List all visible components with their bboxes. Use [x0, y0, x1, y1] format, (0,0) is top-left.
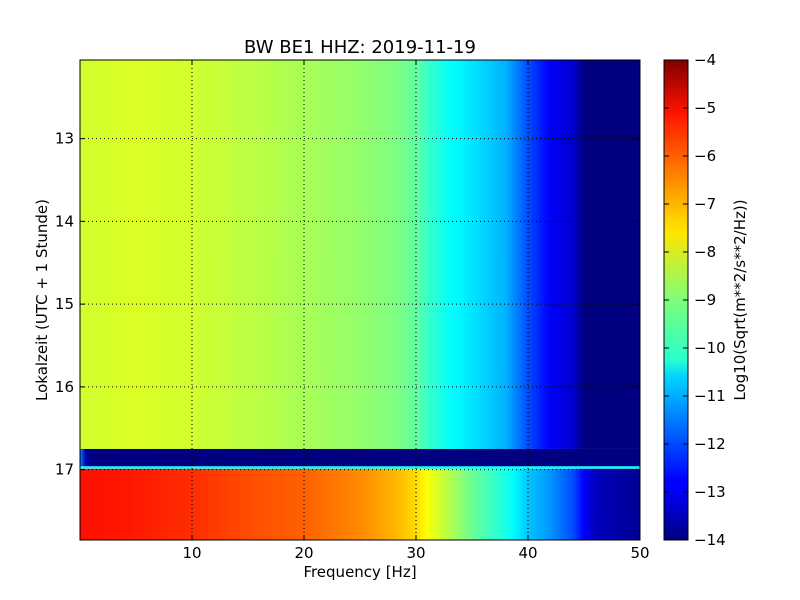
heatmap-segment: [80, 448, 640, 467]
y-tick-label: 15: [55, 295, 74, 313]
colorbar-tick-label: −12: [694, 435, 726, 453]
y-tick-label: 16: [55, 378, 74, 396]
x-tick-label: 50: [630, 544, 649, 562]
colorbar-tick-label: −6: [694, 147, 716, 165]
heatmap-segment: [80, 60, 640, 449]
chart-title: BW BE1 HHZ: 2019-11-19: [244, 37, 476, 58]
colorbar-label: Log10(Sqrt(m**2/s**2/Hz)): [731, 199, 749, 400]
x-tick-label: 10: [182, 544, 201, 562]
colorbar-tick-label: −9: [694, 291, 716, 309]
plot-frame: [79, 59, 641, 541]
y-axis: 13 14 15 16 17: [55, 130, 640, 479]
colorbar-tick-label: −4: [694, 51, 716, 69]
colorbar-ticks: −4 −5 −6 −7 −8 −9 −10 −11 −12 −13 −14: [664, 51, 726, 549]
heatmap-area: [80, 60, 640, 540]
colorbar-tick-label: −14: [694, 531, 726, 549]
colorbar-tick-label: −10: [694, 339, 726, 357]
heatmap-segment: [80, 468, 640, 540]
colorbar-tick-label: −11: [694, 387, 726, 405]
x-tick-label: 30: [406, 544, 425, 562]
x-tick-label: 40: [518, 544, 537, 562]
x-axis-label: Frequency [Hz]: [303, 563, 416, 581]
colorbar-tick-label: −5: [694, 99, 716, 117]
x-axis: 10 20 30 40 50: [182, 60, 650, 562]
y-tick-label: 13: [55, 130, 74, 148]
y-axis-label: Lokalzeit (UTC + 1 Stunde): [33, 199, 51, 401]
y-tick-label: 14: [55, 212, 74, 230]
x-tick-label: 20: [294, 544, 313, 562]
heatmap-segment: [80, 466, 640, 469]
grid-lines: [80, 60, 640, 540]
colorbar-tick-label: −8: [694, 243, 716, 261]
colorbar-tick-label: −13: [694, 483, 726, 501]
colorbar-tick-label: −7: [694, 195, 716, 213]
y-tick-label: 17: [55, 461, 74, 479]
